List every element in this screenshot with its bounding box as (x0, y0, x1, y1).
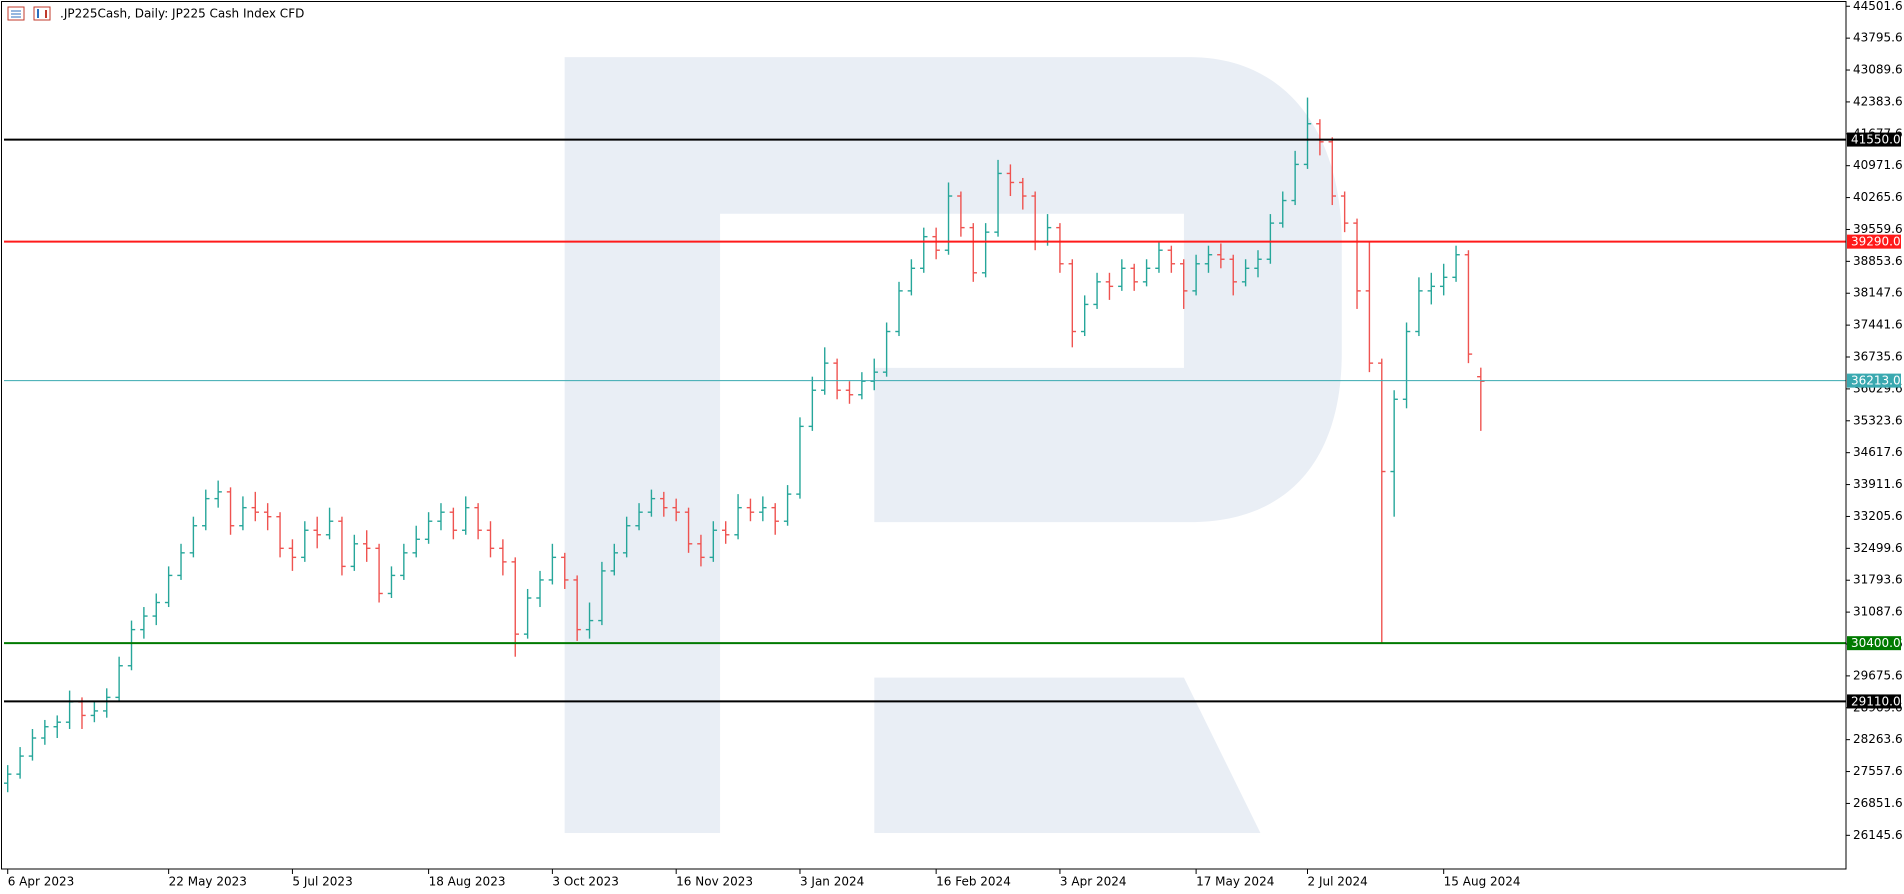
x-tick-label: 16 Feb 2024 (936, 875, 1011, 889)
level-label: 39290.0 (1851, 235, 1901, 249)
y-tick-label: 26851.6 (1853, 796, 1903, 810)
levels (4, 138, 1846, 703)
x-tick-label: 3 Jan 2024 (800, 875, 864, 889)
y-tick-label: 28263.6 (1853, 732, 1903, 746)
level-label-box (1847, 694, 1901, 709)
x-tick-label: 18 Aug 2023 (429, 875, 506, 889)
y-tick-label: 39559.6 (1853, 222, 1903, 236)
y-tick-label: 42383.6 (1853, 94, 1903, 108)
x-tick-label: 6 Apr 2023 (8, 875, 75, 889)
plot-frame (1, 1, 1847, 870)
y-tick-label: 31087.6 (1853, 605, 1903, 619)
y-tick-label: 34617.6 (1853, 445, 1903, 459)
icon-chart (33, 6, 51, 21)
level-label: 41550.0 (1851, 133, 1901, 147)
y-tick-label: 43089.6 (1853, 63, 1903, 77)
y-tick-label: 26145.6 (1853, 828, 1903, 842)
watermark (564, 57, 1342, 834)
level-label-box (1847, 132, 1901, 147)
y-tick-label: 40971.6 (1853, 158, 1903, 172)
y-tick-label: 33911.6 (1853, 477, 1903, 491)
level-label: 36213.0 (1851, 374, 1901, 388)
level-label-box (1847, 373, 1901, 388)
x-tick-label: 2 Jul 2024 (1308, 875, 1368, 889)
x-tick-label: 17 May 2024 (1196, 875, 1274, 889)
x-tick-label: 5 Jul 2023 (292, 875, 352, 889)
y-tick-label: 33205.6 (1853, 509, 1903, 523)
y-tick-label: 38853.6 (1853, 254, 1903, 268)
y-tick-label: 36735.6 (1853, 350, 1903, 364)
y-tick-label: 43795.6 (1853, 31, 1903, 45)
level-label: 29110.0 (1851, 694, 1901, 708)
y-tick-label: 40265.6 (1853, 190, 1903, 204)
y-tick-label: 38147.6 (1853, 286, 1903, 300)
y-tick-label: 35323.6 (1853, 413, 1903, 427)
level-label: 30400.0 (1851, 636, 1901, 650)
level-label-box (1847, 234, 1901, 249)
x-tick-label: 15 Aug 2024 (1444, 875, 1521, 889)
y-tick-label: 27557.6 (1853, 764, 1903, 778)
y-tick-label: 32499.6 (1853, 541, 1903, 555)
y-tick-label: 29675.6 (1853, 668, 1903, 682)
toolbar-icons (7, 6, 51, 21)
watermark-leg (874, 677, 1261, 834)
bars (4, 97, 1485, 793)
y-tick-label: 44501.6 (1853, 0, 1903, 13)
x-tick-label: 3 Apr 2024 (1060, 875, 1127, 889)
x-tick-label: 16 Nov 2023 (676, 875, 753, 889)
watermark-bowl (564, 57, 1342, 834)
y-tick-label: 31793.6 (1853, 573, 1903, 587)
chart-title: .JP225Cash, Daily: JP225 Cash Index CFD (60, 7, 304, 21)
x-tick-label: 3 Oct 2023 (552, 875, 619, 889)
x-tick-label: 22 May 2023 (169, 875, 247, 889)
y-tick-label: 37441.6 (1853, 318, 1903, 332)
level-label-box (1847, 636, 1901, 651)
